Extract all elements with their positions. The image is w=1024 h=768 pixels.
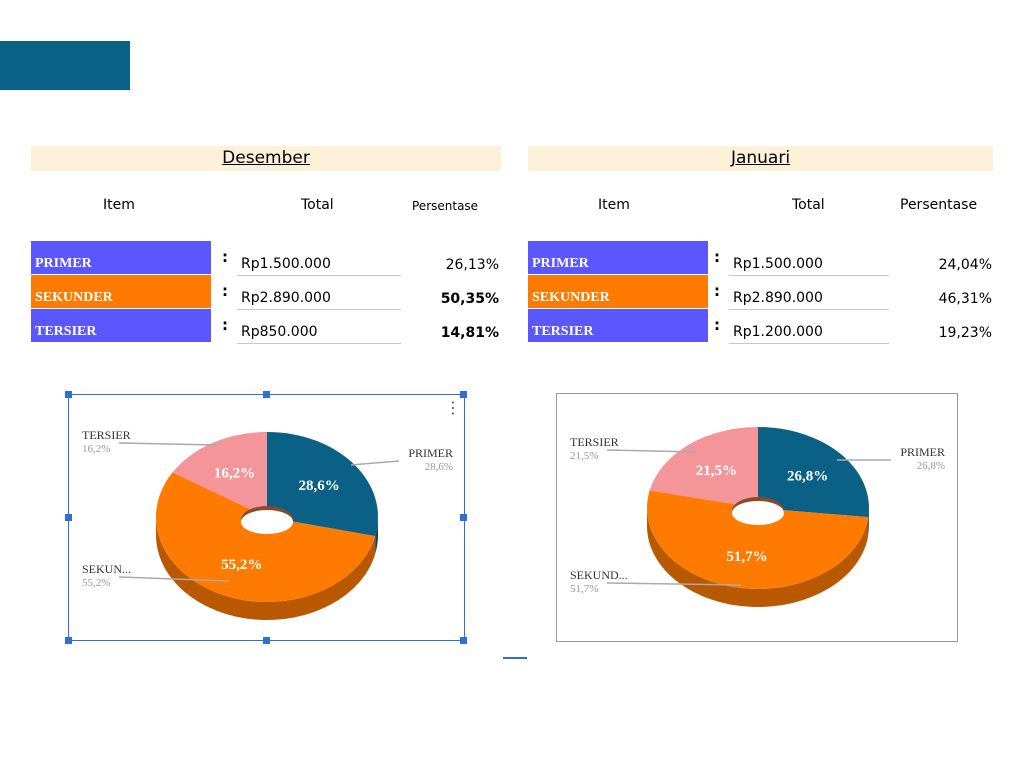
- pie-outer-pct: 21,5%: [570, 450, 598, 462]
- pie-outer-pct: 51,7%: [570, 583, 598, 595]
- col-total-header: Total: [792, 197, 825, 213]
- pie-outer-name: SEKUN...: [82, 562, 131, 576]
- row-total-tersier: Rp850.000: [237, 323, 401, 344]
- row-label-sekunder: SEKUNDER: [31, 275, 211, 308]
- resize-handle[interactable]: [263, 391, 270, 398]
- pie-slice: [758, 427, 869, 518]
- row-pct-tersier: 19,23%: [938, 325, 992, 341]
- row-pct-tersier: 14,81%: [440, 325, 499, 341]
- col-persentase-header: Persentase: [900, 197, 978, 213]
- pie-slice: [649, 427, 758, 508]
- pie-outer-name: TERSIER: [570, 435, 619, 449]
- pie-data-label: 28,6%: [298, 478, 339, 494]
- pie-slice-side: [156, 517, 376, 621]
- row-pct-sekunder: 46,31%: [938, 291, 992, 307]
- pie-hole: [241, 510, 293, 534]
- pie-leader-line: [350, 460, 400, 466]
- pie-leader-line: [606, 449, 698, 453]
- pie-slice-side: [375, 517, 378, 555]
- col-total-header: Total: [301, 197, 334, 213]
- row-colon: :: [714, 316, 720, 334]
- row-total-tersier: Rp1.200.000: [729, 323, 889, 344]
- pie-chart-desember[interactable]: 28,6% 55,2% 16,2% PRIMER 28,6% SEKUN... 55,2% T…: [68, 394, 465, 641]
- row-colon: :: [222, 248, 228, 266]
- col-item-header: Item: [598, 197, 630, 213]
- more-options-icon[interactable]: ⋮: [445, 398, 461, 417]
- pie-slice: [156, 472, 376, 602]
- row-label-primer: PRIMER: [31, 241, 211, 274]
- pie-slice-side: [647, 508, 869, 607]
- resize-handle[interactable]: [460, 391, 467, 398]
- pie-slice: [172, 432, 267, 517]
- row-total-primer: Rp1.500.000: [729, 255, 889, 276]
- row-label-primer: PRIMER: [528, 241, 708, 274]
- pie-outer-pct: 28,6%: [425, 461, 453, 473]
- pie-leader-line: [118, 576, 230, 582]
- row-label-sekunder: SEKUNDER: [528, 275, 708, 308]
- title-accent-bar: [0, 41, 130, 90]
- row-total-primer: Rp1.500.000: [237, 255, 401, 276]
- pie-data-label: 16,2%: [214, 465, 255, 481]
- row-total-sekunder: Rp2.890.000: [729, 289, 889, 310]
- pie-slice: [267, 432, 378, 537]
- resize-handle[interactable]: [65, 391, 72, 398]
- row-pct-primer: 26,13%: [445, 257, 499, 273]
- row-colon: :: [222, 282, 228, 300]
- pie-chart-januari[interactable]: 26,8% 51,7% 21,5% PRIMER 26,8% SEKUND... 51,7%…: [556, 393, 958, 642]
- row-pct-sekunder: 50,35%: [440, 291, 499, 307]
- pie-outer-name: PRIMER: [408, 446, 453, 460]
- row-colon: :: [222, 316, 228, 334]
- pie-data-label: 55,2%: [221, 557, 262, 573]
- pie-data-label: 26,8%: [787, 469, 828, 485]
- row-colon: :: [714, 248, 720, 266]
- selection-indicator: [503, 657, 527, 664]
- pie-outer-pct: 26,8%: [917, 460, 945, 472]
- resize-handle[interactable]: [263, 637, 270, 644]
- resize-handle[interactable]: [460, 514, 467, 521]
- month-header-desember: Desember: [31, 146, 501, 171]
- pie-chart-svg: 26,8%51,7%21,5%PRIMER26,8%SEKUND...51,7%…: [570, 427, 945, 607]
- pie-outer-name: SEKUND...: [570, 568, 628, 582]
- col-item-header: Item: [103, 197, 135, 213]
- pie-slice: [647, 490, 869, 589]
- row-label-tersier: TERSIER: [528, 309, 708, 342]
- pie-slice-side: [868, 508, 869, 536]
- pie-leader-line: [118, 442, 218, 446]
- pie-data-label: 51,7%: [726, 549, 767, 565]
- pie-data-label: 21,5%: [696, 463, 737, 479]
- row-total-sekunder: Rp2.890.000: [237, 289, 401, 310]
- pie-outer-name: PRIMER: [900, 445, 945, 459]
- pie-outer-name: TERSIER: [82, 428, 131, 442]
- row-colon: :: [714, 282, 720, 300]
- pie-leader-line: [606, 582, 742, 586]
- pie-hole: [732, 501, 784, 525]
- col-persentase-header: Persentase: [412, 199, 479, 213]
- row-label-tersier: TERSIER: [31, 309, 211, 342]
- pie-outer-pct: 16,2%: [82, 443, 110, 455]
- month-header-januari: Januari: [528, 146, 993, 171]
- resize-handle[interactable]: [65, 637, 72, 644]
- pie-chart-svg: 28,6%55,2%16,2%PRIMER28,6%SEKUN...55,2%T…: [82, 428, 453, 621]
- row-pct-primer: 24,04%: [938, 257, 992, 273]
- pie-outer-pct: 55,2%: [82, 577, 110, 589]
- resize-handle[interactable]: [65, 514, 72, 521]
- resize-handle[interactable]: [460, 637, 467, 644]
